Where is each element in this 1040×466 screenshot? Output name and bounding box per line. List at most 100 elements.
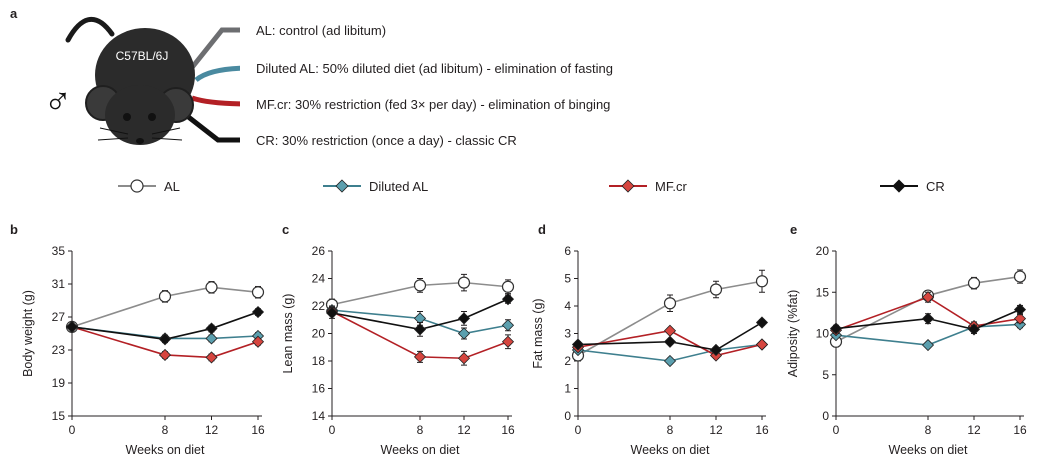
chart-d-point-cr bbox=[755, 316, 769, 329]
chart-e-y-tick-label: 0 bbox=[822, 409, 829, 423]
legend-item-al: AL bbox=[118, 176, 180, 196]
chart-d-point-diluted-al bbox=[663, 354, 677, 368]
chart-d-y-tick-label: 4 bbox=[564, 299, 571, 313]
chart-b-x-label: Weeks on diet bbox=[126, 443, 206, 457]
panel-letter-e: e bbox=[790, 222, 798, 237]
chart-e-point-cr bbox=[967, 323, 981, 336]
panel-letter-a: a bbox=[10, 6, 18, 21]
chart-e-y-tick-label: 15 bbox=[816, 285, 830, 299]
chart-b-x-tick-label: 16 bbox=[251, 423, 265, 437]
chart-c-point-cr bbox=[457, 312, 471, 325]
chart-d-series-line-cr bbox=[577, 321, 763, 351]
chart-b-x-tick-label: 0 bbox=[69, 423, 76, 437]
chart-d-point-cr bbox=[709, 343, 723, 357]
chart-d-x-label: Weeks on diet bbox=[631, 443, 711, 457]
chart-d-point-mf-cr bbox=[755, 338, 769, 351]
mouse-illustration: C57BL/6J ♂ bbox=[44, 16, 240, 145]
legend-marker-cr bbox=[880, 179, 918, 193]
chart-body-weight: 15 19 23 27 31 35 0 8 12 16 Weeks on diet Body weig… bbox=[21, 244, 265, 457]
chart-b-y-label: Body weight (g) bbox=[21, 290, 35, 377]
chart-e-x-tick-label: 16 bbox=[1013, 423, 1027, 437]
chart-c-y-tick-label: 22 bbox=[312, 299, 326, 313]
chart-b-y-tick-label: 19 bbox=[52, 376, 66, 390]
chart-e-series-line-cr bbox=[835, 308, 1021, 331]
chart-c-x-tick-label: 0 bbox=[329, 423, 336, 437]
chart-lean-mass: 14 16 18 20 22 24 26 0 8 12 16 Weeks on diet Lean ma… bbox=[281, 244, 515, 457]
group-line-cr bbox=[180, 110, 240, 143]
chart-b-x-tick-label: 12 bbox=[205, 423, 219, 437]
chart-d-y-tick-label: 0 bbox=[564, 409, 571, 423]
group-line-mfcr bbox=[191, 95, 240, 107]
chart-e-y-label: Adiposity (%fat) bbox=[786, 290, 800, 378]
chart-e-x-tick-label: 0 bbox=[833, 423, 840, 437]
chart-c-x-label: Weeks on diet bbox=[381, 443, 461, 457]
chart-e-point-mf-cr bbox=[1013, 312, 1027, 325]
male-symbol-icon: ♂ bbox=[44, 81, 73, 123]
chart-c-point-diluted-al bbox=[457, 327, 471, 340]
chart-b-point-mf-cr bbox=[251, 335, 265, 348]
chart-b-y-tick-label: 31 bbox=[52, 277, 66, 291]
chart-b-point-al bbox=[158, 290, 172, 303]
chart-c-y-tick-label: 20 bbox=[312, 327, 326, 341]
mouse-tail bbox=[65, 16, 115, 43]
chart-c-point-al bbox=[413, 279, 427, 292]
chart-c-series-line-diluted-al bbox=[331, 309, 509, 335]
chart-d-y-tick-label: 2 bbox=[564, 354, 571, 368]
group-line-al bbox=[188, 27, 240, 72]
panel-letter-b: b bbox=[10, 222, 18, 237]
chart-c-point-cr bbox=[501, 293, 515, 306]
chart-b-point-cr bbox=[158, 333, 172, 346]
group-label-cr: CR: 30% restriction (once a day) - class… bbox=[256, 133, 517, 148]
chart-c-point-cr bbox=[325, 306, 339, 319]
chart-c-point-diluted-al bbox=[501, 319, 515, 332]
chart-b-series-line-cr bbox=[71, 311, 259, 341]
chart-d-x-tick-label: 16 bbox=[755, 423, 769, 437]
chart-e-point-mf-cr bbox=[921, 291, 935, 304]
chart-d-point-cr bbox=[663, 335, 677, 348]
chart-c-y-tick-label: 14 bbox=[312, 409, 326, 423]
group-label-mfcr: MF.cr: 30% restriction (fed 3× per day) … bbox=[256, 97, 611, 112]
legend-marker-mfcr bbox=[609, 179, 647, 193]
legend-marker-diluted-al bbox=[323, 179, 361, 193]
chart-d-x-tick-label: 8 bbox=[667, 423, 674, 437]
chart-e-x-label: Weeks on diet bbox=[889, 443, 969, 457]
chart-b-x-tick-label: 8 bbox=[162, 423, 169, 437]
legend-item-cr: CR bbox=[880, 176, 945, 196]
chart-c-series-line-al bbox=[331, 281, 509, 306]
chart-d-y-tick-label: 5 bbox=[564, 272, 571, 286]
chart-c-x-tick-label: 8 bbox=[417, 423, 424, 437]
chart-c-y-tick-label: 18 bbox=[312, 354, 326, 368]
mouse-strain-label: C57BL/6J bbox=[116, 49, 169, 63]
chart-d-series-line-mf-cr bbox=[577, 329, 763, 357]
mouse-whiskers bbox=[97, 127, 183, 141]
chart-b-point-al bbox=[205, 281, 218, 294]
chart-c-point-mf-cr bbox=[413, 350, 427, 363]
chart-d-point-al bbox=[709, 283, 723, 296]
mouse-nose bbox=[136, 138, 144, 144]
chart-c-point-al bbox=[457, 276, 471, 289]
chart-c-point-mf-cr bbox=[457, 352, 471, 365]
chart-e-point-cr bbox=[1013, 303, 1027, 316]
panel-letter-c: c bbox=[282, 222, 290, 237]
chart-e-series-line-mf-cr bbox=[835, 296, 1021, 331]
chart-c-series-line-cr bbox=[331, 298, 509, 331]
chart-b-point-mf-cr bbox=[205, 351, 218, 364]
chart-b-point-cr bbox=[65, 320, 79, 333]
chart-e-x-tick-label: 12 bbox=[967, 423, 981, 437]
legend-item-mfcr: MF.cr bbox=[609, 176, 687, 196]
mouse-eye-left bbox=[123, 113, 131, 121]
legend-label-diluted-al: Diluted AL bbox=[369, 178, 429, 194]
chart-b-y-tick-label: 15 bbox=[52, 409, 66, 423]
chart-d-point-mf-cr bbox=[663, 324, 677, 337]
chart-e-x-tick-label: 8 bbox=[925, 423, 932, 437]
chart-b-series-line-al bbox=[71, 286, 259, 328]
chart-c-point-mf-cr bbox=[501, 335, 515, 348]
legend-label-mfcr: MF.cr bbox=[655, 178, 687, 194]
chart-e-series-line-diluted-al bbox=[835, 323, 1021, 346]
chart-b-point-cr bbox=[251, 305, 265, 319]
chart-c-point-cr bbox=[413, 323, 427, 336]
chart-c-x-tick-label: 12 bbox=[457, 423, 471, 437]
chart-b-y-tick-label: 27 bbox=[52, 310, 66, 324]
chart-d-series-line-diluted-al bbox=[577, 343, 763, 362]
